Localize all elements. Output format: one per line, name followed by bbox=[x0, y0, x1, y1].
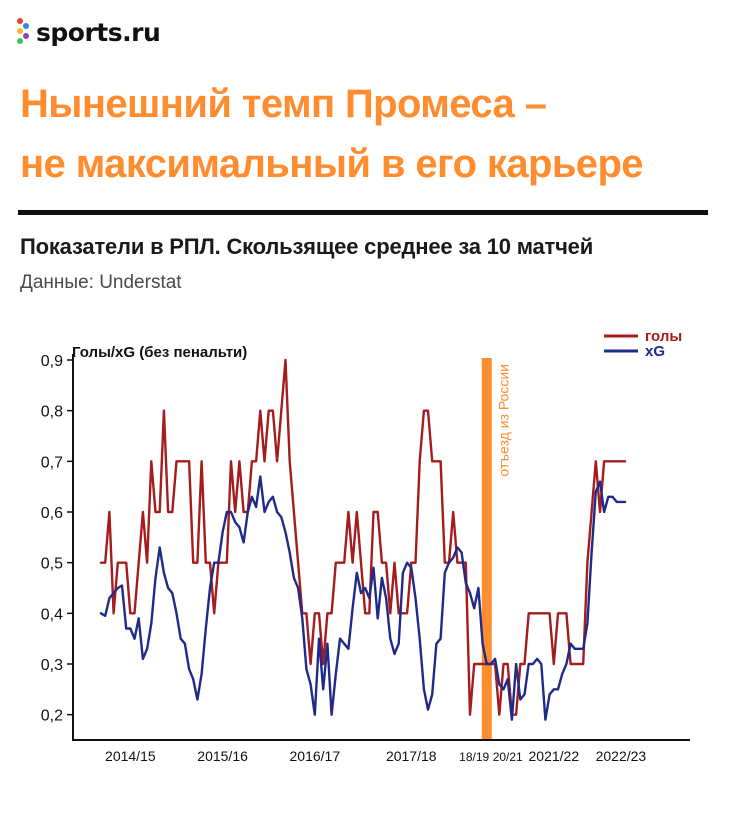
sports-ru-logo: sports.ru bbox=[16, 14, 161, 50]
y-axis-label: Голы/xG (без пенальти) bbox=[72, 344, 247, 361]
x-season-label: 18/19 bbox=[459, 750, 489, 764]
line-chart: отъезд из России Голы/xG (без пенальти) … bbox=[41, 328, 690, 764]
legend-goals-label: голы bbox=[645, 328, 682, 345]
x-season-label: 2015/16 bbox=[197, 748, 248, 764]
title-divider bbox=[18, 210, 708, 215]
x-season-label: 2016/17 bbox=[290, 748, 341, 764]
series-line-xg bbox=[99, 475, 627, 721]
headline: Нынешний темп Промеса – не максимальный … bbox=[20, 74, 720, 194]
data-source: Данные: Understat bbox=[20, 272, 182, 293]
y-tick-label: 0,2 bbox=[41, 708, 63, 725]
x-season-label: 2022/23 bbox=[596, 748, 647, 764]
y-tick-label: 0,3 bbox=[41, 657, 63, 674]
logo-text: sports.ru bbox=[36, 17, 161, 47]
legend-xg-label: xG bbox=[645, 343, 665, 360]
chart-subtitle: Показатели в РПЛ. Скользящее среднее за … bbox=[20, 234, 594, 259]
x-season-label: 2021/22 bbox=[529, 748, 580, 764]
y-tick-label: 0,4 bbox=[41, 606, 63, 623]
x-season-label: 2014/15 bbox=[105, 748, 156, 764]
x-season-label: 2017/18 bbox=[386, 748, 437, 764]
logo-dots-icon bbox=[16, 16, 30, 48]
headline-line-2: не максимальный в его карьере bbox=[20, 142, 644, 186]
chart-legend: голы xG bbox=[604, 328, 682, 360]
x-season-label: 20/21 bbox=[493, 750, 523, 764]
y-tick-label: 0,9 bbox=[41, 353, 63, 370]
y-tick-label: 0,5 bbox=[41, 556, 63, 573]
y-tick-label: 0,6 bbox=[41, 505, 63, 522]
y-tick-label: 0,7 bbox=[41, 454, 63, 471]
y-tick-label: 0,8 bbox=[41, 404, 63, 421]
series-line-goals bbox=[99, 358, 627, 716]
annotation-label: отъезд из России bbox=[496, 364, 512, 477]
headline-line-1: Нынешний темп Промеса – bbox=[20, 82, 547, 126]
annotation-band bbox=[481, 358, 492, 740]
